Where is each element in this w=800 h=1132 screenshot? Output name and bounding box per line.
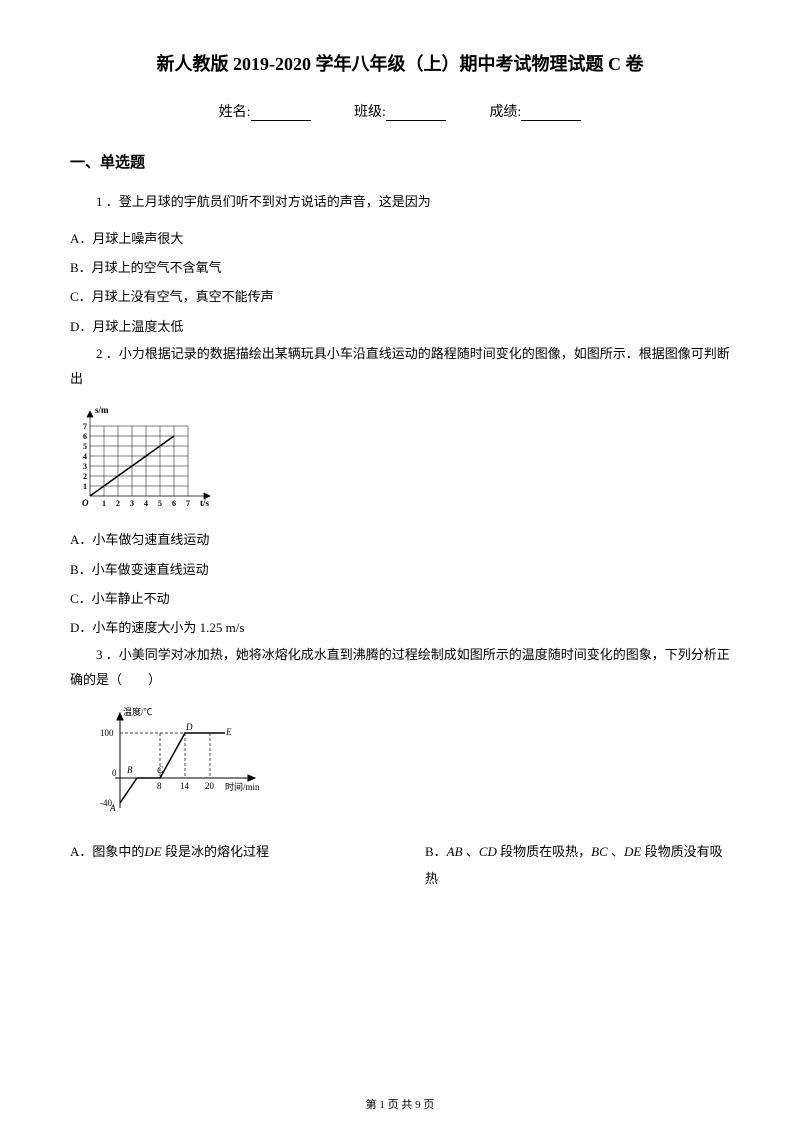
svg-text:t/s: t/s [200, 498, 209, 508]
svg-text:20: 20 [205, 781, 215, 791]
svg-text:7: 7 [83, 422, 87, 431]
question-1: 1 ．登上月球的宇航员们听不到对方说话的声音，这是因为 [70, 190, 730, 215]
q2-option-d: D．小车的速度大小为 1.25 m/s [70, 614, 730, 641]
distance-time-chart: s/m t/s O 1 2 3 4 5 6 7 1 2 3 4 5 6 7 [70, 401, 225, 511]
svg-text:5: 5 [158, 499, 162, 508]
svg-text:3: 3 [130, 499, 134, 508]
svg-text:8: 8 [157, 781, 162, 791]
class-label: 班级: [354, 105, 386, 120]
svg-text:0: 0 [112, 768, 117, 778]
score-blank [521, 107, 581, 121]
svg-text:4: 4 [144, 499, 148, 508]
name-label: 姓名: [219, 105, 251, 120]
q1-option-d: D．月球上温度太低 [70, 313, 730, 340]
svg-text:A: A [109, 803, 116, 813]
svg-text:时间/min: 时间/min [225, 781, 260, 792]
class-blank [386, 107, 446, 121]
svg-text:C: C [157, 765, 164, 775]
svg-text:2: 2 [83, 472, 87, 481]
svg-text:100: 100 [100, 728, 114, 738]
q1-option-c: C．月球上没有空气，真空不能传声 [70, 283, 730, 310]
svg-text:7: 7 [186, 499, 190, 508]
svg-text:1: 1 [83, 482, 87, 491]
svg-text:14: 14 [180, 781, 190, 791]
page-title: 新人教版 2019-2020 学年八年级（上）期中考试物理试题 C 卷 [70, 50, 730, 76]
q2-option-c: C．小车静止不动 [70, 585, 730, 612]
svg-text:1: 1 [102, 499, 106, 508]
q1-option-b: B．月球上的空气不含氧气 [70, 254, 730, 281]
name-blank [251, 107, 311, 121]
question-2: 2 ．小力根据记录的数据描绘出某辆玩具小车沿直线运动的路程随时间变化的图像，如图… [70, 342, 730, 391]
svg-text:E: E [225, 727, 232, 737]
section-heading: 一、单选题 [70, 151, 730, 172]
q3-option-b: B．AB 、CD 段物质在吸热，BC 、DE 段物质没有吸热 [425, 838, 730, 893]
q3-options-row: A．图象中的DE 段是冰的熔化过程 B．AB 、CD 段物质在吸热，BC 、DE… [70, 838, 730, 895]
q1-option-a: A．月球上噪声很大 [70, 225, 730, 252]
svg-text:2: 2 [116, 499, 120, 508]
page-footer: 第 1 页 共 9 页 [0, 1096, 800, 1112]
q3-chart: 温度/℃ 时间/min 100 0 -40 8 14 20 A B C D E [70, 703, 730, 828]
svg-text:D: D [185, 722, 193, 732]
info-line: 姓名: 班级: 成绩: [70, 101, 730, 121]
q2-option-b: B．小车做变速直线运动 [70, 556, 730, 583]
score-label: 成绩: [489, 105, 521, 120]
q2-option-a: A．小车做匀速直线运动 [70, 526, 730, 553]
svg-text:温度/℃: 温度/℃ [123, 706, 153, 717]
svg-text:s/m: s/m [95, 405, 109, 415]
q2-chart: s/m t/s O 1 2 3 4 5 6 7 1 2 3 4 5 6 7 [70, 401, 730, 516]
svg-text:6: 6 [172, 499, 176, 508]
temperature-time-chart: 温度/℃ 时间/min 100 0 -40 8 14 20 A B C D E [90, 703, 265, 823]
question-3: 3 ．小美同学对冰加热，她将冰熔化成水直到沸腾的过程绘制成如图所示的温度随时间变… [70, 643, 730, 692]
svg-text:6: 6 [83, 432, 87, 441]
svg-text:B: B [127, 765, 133, 775]
svg-text:4: 4 [83, 452, 87, 461]
q3-option-a: A．图象中的DE 段是冰的熔化过程 [70, 838, 375, 865]
svg-text:O: O [82, 498, 89, 508]
svg-text:3: 3 [83, 462, 87, 471]
svg-text:5: 5 [83, 442, 87, 451]
